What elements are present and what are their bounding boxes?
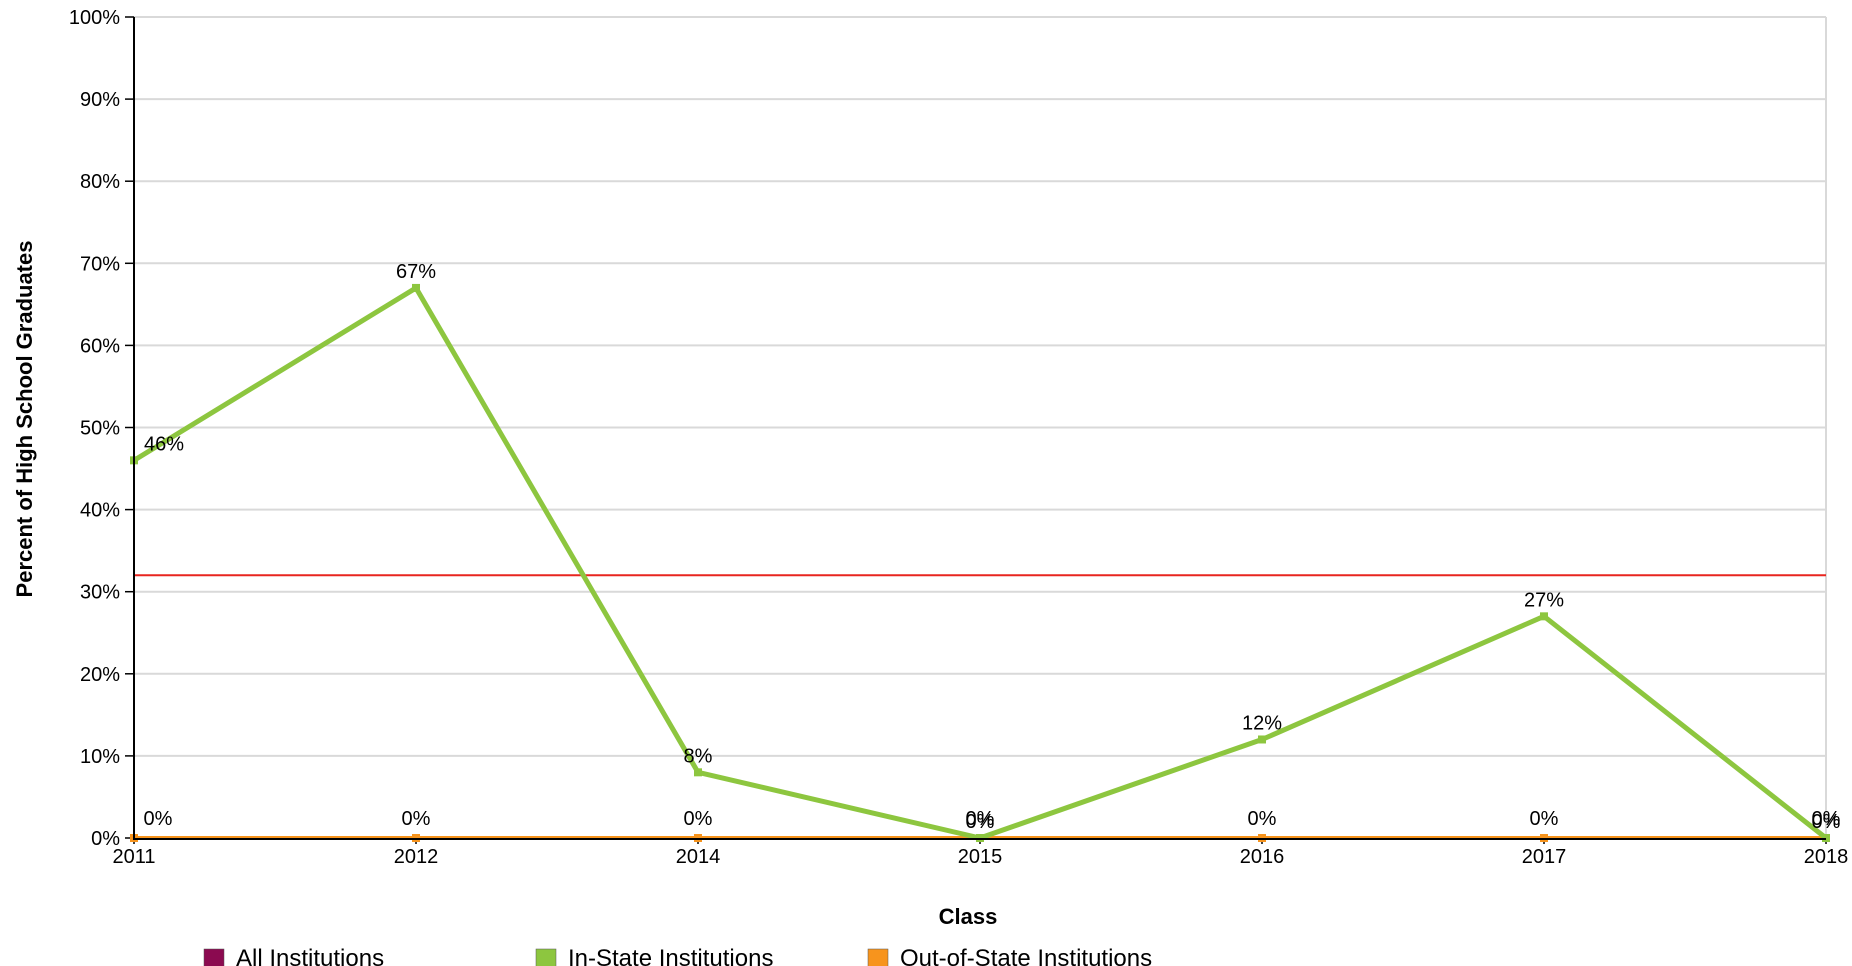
data-label-in-state: 8%	[684, 745, 713, 767]
data-label-all: 0%	[402, 808, 431, 830]
x-tick-label: 2016	[1240, 846, 1285, 868]
y-tick-label: 70%	[80, 253, 120, 275]
data-label-all: 0%	[1530, 808, 1559, 830]
data-point-in-state-institutions	[412, 283, 420, 292]
data-label-in-state: 67%	[396, 261, 436, 283]
legend-label-out-of-state-institutions: Out-of-State Institutions	[900, 945, 1152, 966]
y-tick-label: 40%	[80, 500, 120, 522]
y-tick-label: 10%	[80, 746, 120, 768]
y-tick-label: 0%	[91, 828, 120, 850]
y-tick-label: 30%	[80, 582, 120, 604]
x-tick-label: 2018	[1804, 846, 1849, 868]
y-axis-ticks: 0% 10% 20% 30% 40% 50% 60% 70% 80% 90% 100%	[69, 7, 134, 850]
x-tick-label: 2012	[394, 846, 439, 868]
series-group	[130, 283, 1830, 842]
data-label-in-state: 27%	[1524, 589, 1564, 611]
y-tick-label: 100%	[69, 7, 120, 29]
data-point-in-state-institutions	[1540, 612, 1548, 621]
y-axis-title: Percent of High School Graduates	[12, 241, 37, 598]
x-axis-ticks: 2011 2012 2014 2015 2016 2017 2018	[112, 838, 1848, 868]
data-label-all: 0%	[144, 808, 173, 830]
data-label-all: 0%	[966, 808, 995, 830]
data-label-all: 0%	[1812, 808, 1841, 830]
y-tick-label: 20%	[80, 664, 120, 686]
gridlines	[134, 16, 1827, 838]
data-label-all: 0%	[1248, 808, 1277, 830]
legend-label-in-state-institutions: In-State Institutions	[568, 945, 773, 966]
data-point-in-state-institutions	[694, 768, 702, 777]
y-tick-label: 90%	[80, 89, 120, 111]
legend-label-all-institutions: All Institutions	[236, 945, 384, 966]
legend: All Institutions In-State Institutions Out…	[203, 945, 1152, 966]
legend-swatch-all-institutions	[203, 948, 225, 966]
y-tick-label: 80%	[80, 171, 120, 193]
data-label-in-state: 0%	[1812, 811, 1841, 833]
x-tick-label: 2017	[1522, 846, 1567, 868]
data-label-in-state: 0%	[966, 811, 995, 833]
x-tick-label: 2015	[958, 846, 1003, 868]
x-tick-label: 2011	[112, 846, 155, 868]
data-label-in-state: 12%	[1242, 712, 1282, 734]
axes	[133, 17, 1826, 840]
data-labels: 46%67%8%0%12%27%0%0% 0% 0% 0% 0% 0% 0%	[144, 261, 1841, 833]
legend-swatch-out-of-state-institutions	[867, 948, 889, 966]
y-tick-label: 50%	[80, 418, 120, 440]
y-tick-label: 60%	[80, 335, 120, 357]
data-label-in-state: 46%	[144, 433, 184, 455]
x-axis-title: Class	[939, 904, 998, 929]
legend-swatch-in-state-institutions	[535, 948, 557, 966]
data-label-all: 0%	[684, 808, 713, 830]
data-point-in-state-institutions	[1258, 735, 1266, 744]
x-tick-label: 2014	[676, 846, 721, 868]
